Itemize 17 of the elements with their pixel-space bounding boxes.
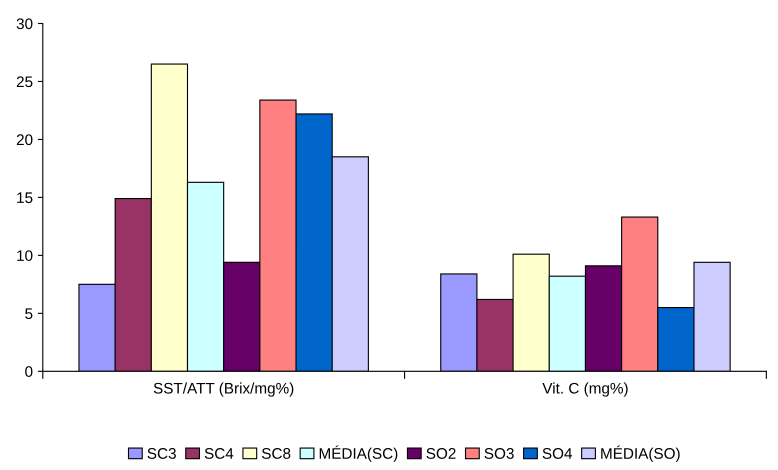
legend-label: MÉDIA(SC): [320, 445, 398, 462]
y-tick-label: 25: [16, 76, 32, 88]
legend-label: SC3: [148, 448, 176, 459]
y-tick-label: 0: [25, 366, 32, 377]
legend-label: SO3: [484, 448, 514, 459]
legend-label: SC8: [262, 448, 290, 459]
y-tick-label: 15: [17, 192, 32, 204]
x-tick-label: Vit. C (mg%): [542, 382, 628, 397]
y-tick-label: 5: [25, 308, 32, 320]
y-tick-label: 10: [17, 250, 32, 262]
y-tick-label: 30: [16, 18, 32, 30]
legend-label: MÉDIA(SO): [601, 445, 680, 462]
legend-label: SO2: [426, 448, 456, 459]
legend-label: SC4: [204, 448, 234, 459]
y-tick-label: 20: [16, 134, 32, 146]
x-tick-label: SST/ATT (Brix/mg%): [154, 382, 294, 397]
legend-label: SO4: [542, 448, 572, 459]
